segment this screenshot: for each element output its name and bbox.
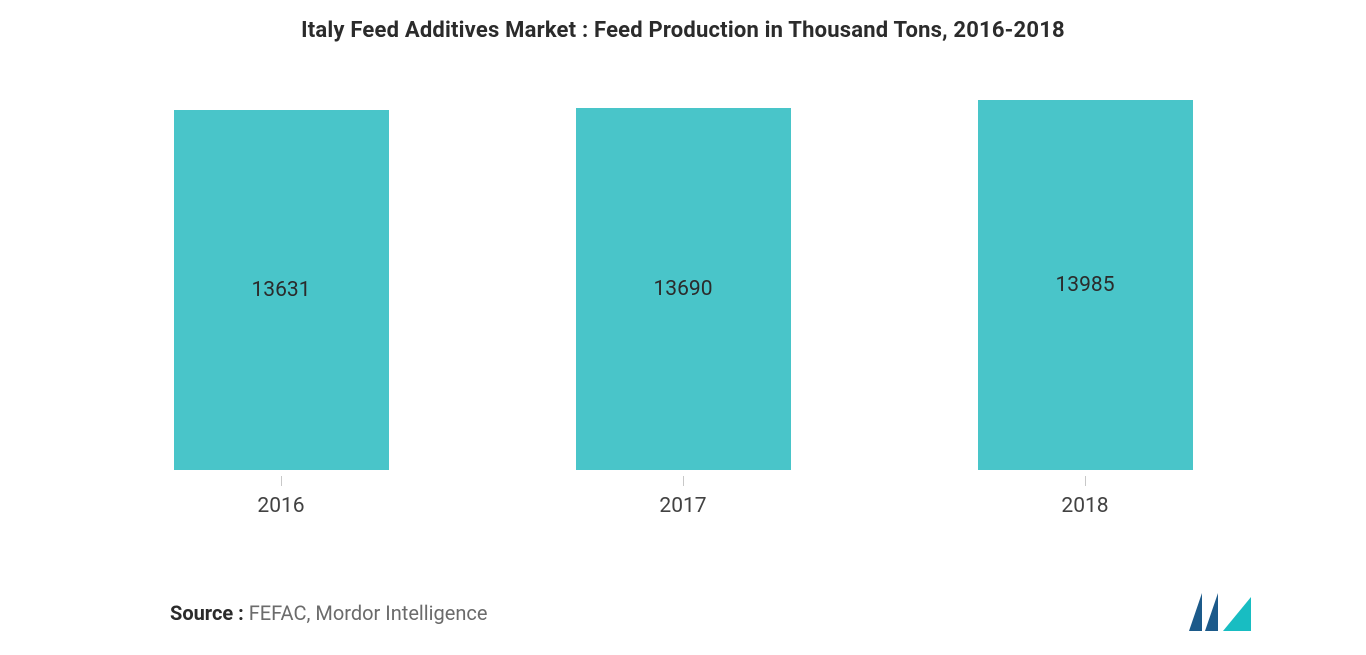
x-label-2: 2018 [1061, 494, 1108, 518]
chart-plot-area: 13631 13690 13985 [80, 90, 1286, 470]
bar-group-2: 13985 [933, 100, 1238, 470]
logo-svg [1189, 593, 1251, 631]
x-tick-1 [683, 476, 684, 486]
x-label-0: 2016 [257, 494, 304, 518]
x-tick-0 [281, 476, 282, 486]
bar-2: 13985 [978, 100, 1193, 470]
bar-value-0: 13631 [251, 278, 310, 302]
bar-plot: 13631 13690 13985 [80, 90, 1286, 470]
bar-0: 13631 [174, 110, 389, 470]
bar-value-1: 13690 [653, 277, 712, 301]
x-tick-2 [1085, 476, 1086, 486]
bar-group-1: 13690 [531, 108, 836, 470]
x-label-1: 2017 [659, 494, 706, 518]
mordor-logo-icon [1189, 593, 1261, 633]
bar-1: 13690 [576, 108, 791, 470]
x-label-wrap-0: 2016 [129, 476, 434, 518]
x-label-wrap-1: 2017 [531, 476, 836, 518]
x-axis: 2016 2017 2018 [80, 476, 1286, 518]
chart-container: Italy Feed Additives Market : Feed Produ… [0, 0, 1366, 655]
source-label: Source : [170, 601, 244, 625]
chart-title: Italy Feed Additives Market : Feed Produ… [0, 0, 1366, 43]
source-text: FEFAC, Mordor Intelligence [244, 601, 488, 625]
bar-group-0: 13631 [129, 110, 434, 470]
source-footer: Source : FEFAC, Mordor Intelligence [170, 601, 487, 625]
bar-value-2: 13985 [1055, 273, 1114, 297]
x-label-wrap-2: 2018 [933, 476, 1238, 518]
